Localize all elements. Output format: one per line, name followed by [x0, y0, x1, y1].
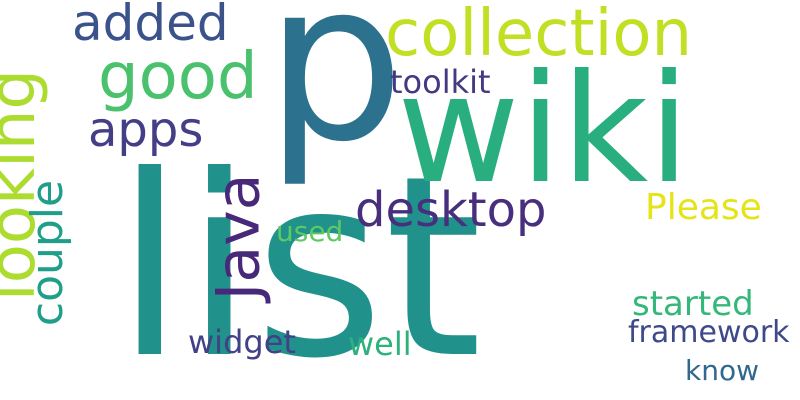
- word-used: used: [276, 215, 344, 248]
- word-collection: collection: [385, 0, 693, 71]
- word-well: well: [348, 325, 412, 363]
- word-widget: widget: [188, 323, 296, 361]
- word-list: list: [115, 122, 483, 400]
- word-please: Please: [645, 187, 762, 228]
- word-wiki: wiki: [397, 43, 690, 217]
- word-java: Java: [203, 173, 274, 301]
- word-started: started: [632, 284, 754, 324]
- word-good: good: [98, 40, 258, 114]
- word-p: p: [265, 0, 405, 190]
- word-desktop: desktop: [355, 182, 547, 238]
- word-toolkit: toolkit: [390, 63, 491, 101]
- word-framework: framework: [628, 315, 790, 350]
- word-know: know: [685, 354, 759, 387]
- word-couple: couple: [22, 179, 74, 327]
- word-added: added: [72, 0, 229, 52]
- word-apps: apps: [88, 102, 204, 158]
